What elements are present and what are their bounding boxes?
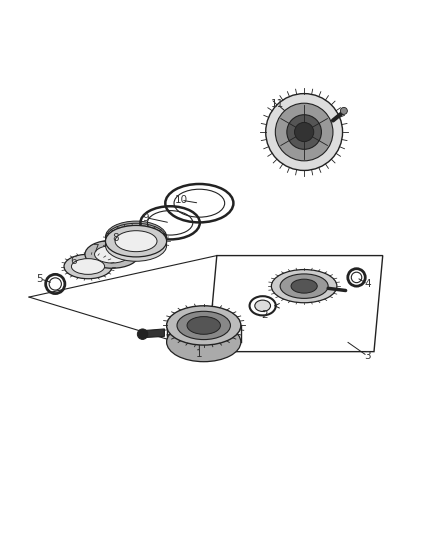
Text: 2: 2 [261,310,268,319]
Polygon shape [143,329,164,338]
Ellipse shape [280,274,328,298]
Text: 9: 9 [142,213,149,223]
Ellipse shape [294,123,314,142]
Ellipse shape [287,115,321,149]
Text: 7: 7 [92,244,99,254]
Text: 6: 6 [71,256,78,266]
Ellipse shape [106,225,166,257]
Ellipse shape [266,94,343,171]
Ellipse shape [166,306,241,345]
Ellipse shape [255,300,271,311]
Ellipse shape [291,279,317,293]
Ellipse shape [106,223,166,255]
Text: 3: 3 [364,351,371,361]
Text: 8: 8 [112,233,119,243]
Ellipse shape [340,107,347,115]
Ellipse shape [106,228,166,259]
Ellipse shape [272,270,337,303]
Ellipse shape [166,322,241,362]
Ellipse shape [106,230,166,261]
Ellipse shape [138,329,148,340]
Text: 4: 4 [364,279,371,289]
Ellipse shape [115,231,157,252]
Text: 1: 1 [196,349,203,359]
Text: 11: 11 [270,99,284,109]
Ellipse shape [106,225,166,257]
Text: 10: 10 [174,195,187,205]
Text: 5: 5 [37,274,43,284]
Ellipse shape [71,259,105,274]
Ellipse shape [95,246,130,263]
Ellipse shape [187,317,220,334]
Ellipse shape [106,221,166,253]
Ellipse shape [64,254,112,279]
Ellipse shape [276,103,333,161]
Ellipse shape [85,240,139,268]
Ellipse shape [177,311,230,340]
